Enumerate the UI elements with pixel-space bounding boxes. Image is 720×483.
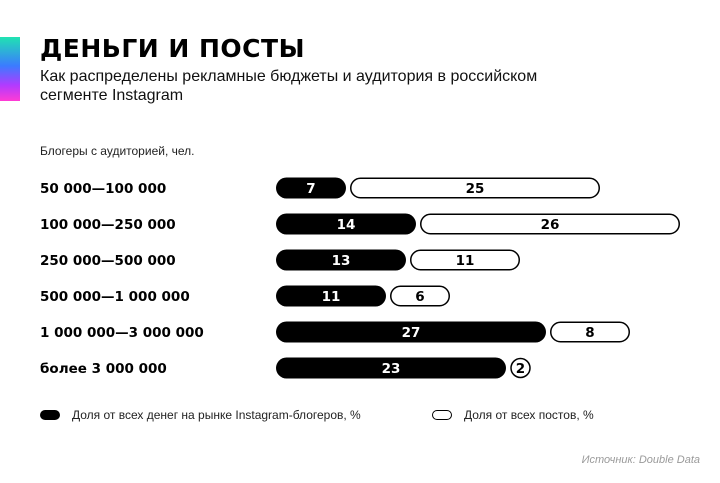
category-label: 1 000 000—3 000 000 <box>40 325 204 341</box>
posts-value-label: 8 <box>585 325 594 341</box>
money-value-label: 14 <box>337 217 356 233</box>
money-bar <box>276 177 346 199</box>
money-value-label: 11 <box>322 289 341 305</box>
money-bar <box>276 321 546 343</box>
posts-value-label: 11 <box>456 253 475 269</box>
posts-bar <box>420 213 680 235</box>
posts-bar <box>550 321 630 343</box>
legend-swatch-posts <box>432 410 452 420</box>
category-axis-label: Блогеры с аудиторией, чел. <box>40 144 195 158</box>
posts-value-label: 6 <box>415 289 424 305</box>
chart-subtitle: Как распределены рекламные бюджеты и ауд… <box>40 68 538 104</box>
posts-bar <box>390 285 450 307</box>
money-bar <box>276 357 506 379</box>
category-label: 500 000—1 000 000 <box>40 289 190 305</box>
category-label: более 3 000 000 <box>40 361 167 377</box>
money-bar <box>276 249 406 271</box>
posts-bar <box>350 177 600 199</box>
money-bar <box>276 213 416 235</box>
category-label: 50 000—100 000 <box>40 181 166 197</box>
legend-label-money: Доля от всех денег на рынке Instagram-бл… <box>72 408 361 422</box>
money-value-label: 7 <box>306 181 315 197</box>
posts-bar <box>410 249 520 271</box>
category-label: 250 000—500 000 <box>40 253 176 269</box>
money-value-label: 13 <box>332 253 351 269</box>
legend-item-money: Доля от всех денег на рынке Instagram-бл… <box>40 408 361 422</box>
money-value-label: 23 <box>382 361 401 377</box>
legend-item-posts: Доля от всех постов, % <box>432 408 594 422</box>
category-label: 100 000—250 000 <box>40 217 176 233</box>
posts-value-label: 26 <box>541 217 560 233</box>
money-bar <box>276 285 386 307</box>
posts-value-label: 25 <box>466 181 485 197</box>
legend-label-posts: Доля от всех постов, % <box>464 408 594 422</box>
chart-title: ДЕНЬГИ И ПОСТЫ <box>40 34 305 63</box>
posts-bar <box>510 357 531 379</box>
money-value-label: 27 <box>402 325 421 341</box>
source-note: Источник: Double Data <box>581 454 700 466</box>
accent-gradient-bar <box>0 37 20 101</box>
posts-value-label: 2 <box>516 361 525 377</box>
legend-swatch-money <box>40 410 60 420</box>
